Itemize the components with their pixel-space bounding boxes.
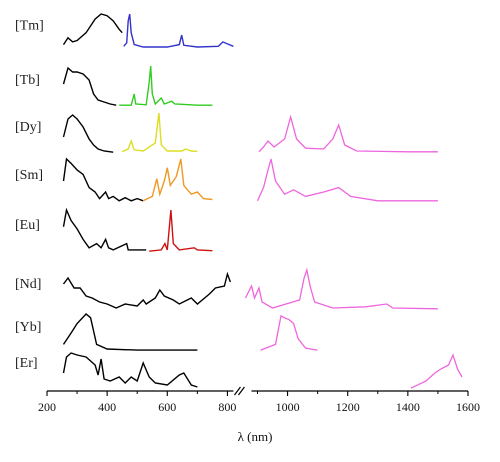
- excitation-line-er: [62, 352, 198, 388]
- x-tick-label-1200: 1200: [336, 400, 360, 414]
- visible-emission-line-dy: [121, 112, 198, 153]
- series-label-eu: [Eu]: [15, 218, 40, 233]
- axis-break-mark-left: [233, 386, 241, 396]
- series-label-nd: [Nd]: [15, 277, 41, 292]
- series-label-yb: [Yb]: [15, 320, 41, 335]
- series-label-tb: [Tb]: [15, 73, 40, 88]
- nir-emission-line-sm: [256, 158, 438, 202]
- x-tick-label-800: 800: [218, 400, 236, 414]
- nir-emission-line-dy: [258, 114, 438, 153]
- series-label-sm: [Sm]: [15, 168, 43, 183]
- x-axis: 200 400 600 800 1000 1200 1400 1600: [38, 386, 480, 414]
- series-label-tm: [Tm]: [15, 18, 44, 33]
- x-tick-label-200: 200: [38, 400, 56, 414]
- excitation-line-nd: [62, 271, 232, 309]
- nir-emission-line-yb: [260, 314, 318, 351]
- nir-emission-line-er: [410, 353, 463, 389]
- visible-emission-line-tb: [119, 65, 213, 106]
- excitation-line-tm: [62, 13, 123, 45]
- plot-area: [Tm] [Tb] [Dy] [Sm] [Eu] [Nd] [Yb] [Er]: [15, 13, 463, 389]
- nir-emission-line-nd: [244, 267, 438, 310]
- visible-emission-line-eu: [149, 209, 213, 252]
- excitation-line-yb: [62, 313, 198, 351]
- x-tick-label-1000: 1000: [276, 400, 300, 414]
- series-label-er: [Er]: [15, 356, 38, 371]
- series-label-dy: [Dy]: [15, 120, 41, 135]
- visible-emission-line-sm: [142, 158, 213, 202]
- visible-emission-line-tm: [123, 13, 234, 48]
- excitation-line-sm: [62, 157, 144, 202]
- axis-break-mark-right: [237, 386, 245, 396]
- x-tick-label-600: 600: [158, 400, 176, 414]
- excitation-line-eu: [62, 207, 147, 251]
- excitation-line-dy: [62, 114, 114, 153]
- excitation-line-tb: [62, 66, 117, 106]
- x-axis-title: λ (nm): [238, 429, 273, 444]
- x-tick-label-1400: 1400: [396, 400, 420, 414]
- x-tick-label-400: 400: [98, 400, 116, 414]
- x-tick-label-1600: 1600: [456, 400, 480, 414]
